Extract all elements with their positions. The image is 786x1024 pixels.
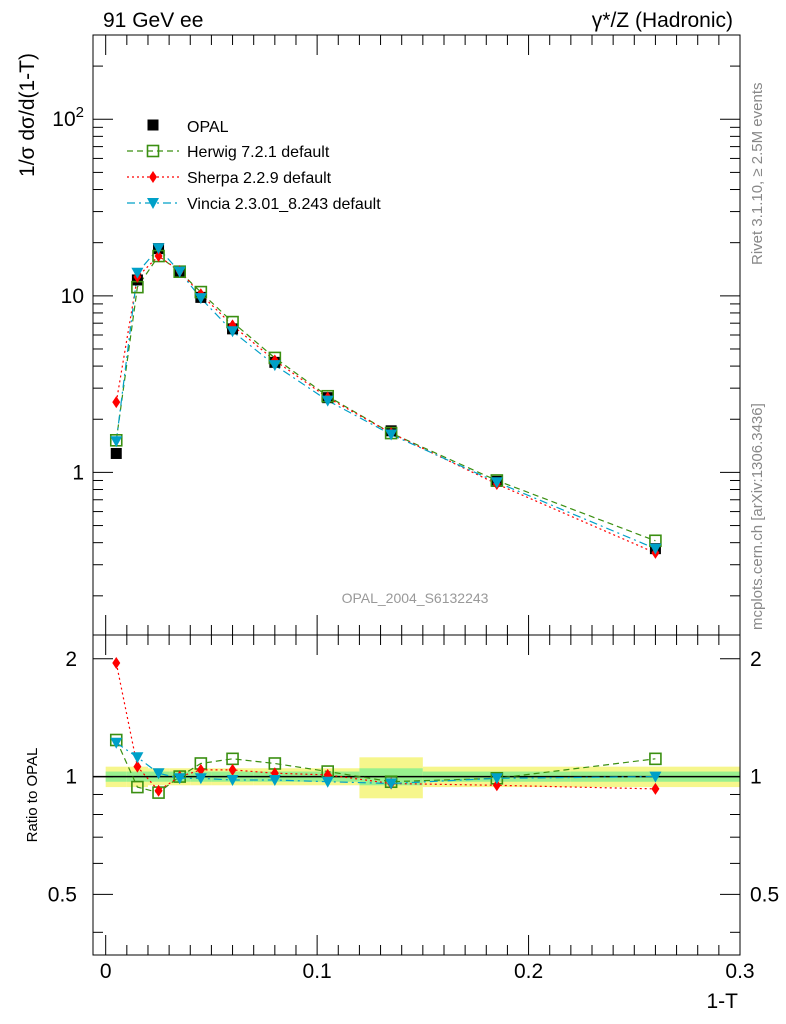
main-series-point <box>194 293 207 305</box>
ratio-y-tick-label: 2 <box>65 648 77 671</box>
main-series-point <box>268 360 281 372</box>
main-series-line <box>115 255 656 554</box>
ratio-series-point <box>152 768 165 780</box>
legend-opal-marker <box>147 119 159 131</box>
ratio-series-point <box>133 760 142 773</box>
legend-label: Sherpa 2.2.9 default <box>187 170 332 187</box>
opal-data-point <box>110 447 122 459</box>
main-series-point <box>649 543 662 555</box>
main-series-point <box>110 436 123 448</box>
x-tick-label: 0.3 <box>725 960 754 983</box>
ratio-series-layer <box>109 657 662 799</box>
ratio-series-point <box>194 773 207 785</box>
ratio-y-tick-label-right: 0.5 <box>750 883 779 906</box>
main-series-point <box>385 429 398 441</box>
ratio-series-point <box>131 780 144 794</box>
main-series-layer <box>109 243 662 559</box>
x-axis-title: 1-T <box>707 990 739 1013</box>
legend-label: Herwig 7.2.1 default <box>187 144 330 161</box>
main-y-axis-title: 1/σ dσ/d(1-T) <box>16 53 39 177</box>
ratio-series-point <box>321 776 334 788</box>
ratio-y-tick-label-right: 2 <box>750 648 762 671</box>
main-series-point <box>154 250 163 263</box>
main-series-point <box>152 243 165 255</box>
main-series-point <box>490 477 503 489</box>
legend-marker <box>147 198 159 209</box>
ratio-series-point <box>226 774 239 786</box>
rivet-label: Rivet 3.1.10, ≥ 2.5M events <box>749 83 766 266</box>
ratio-series-point <box>228 763 237 776</box>
legend-opal-label: OPAL <box>187 119 229 136</box>
main-series-point <box>173 266 186 278</box>
ratio-series-point <box>649 752 662 766</box>
ratio-series-point <box>154 784 163 797</box>
main-series-point <box>131 267 144 279</box>
ratio-series-line <box>115 739 656 794</box>
x-tick-label: 0.2 <box>514 960 543 983</box>
x-tick-label: 0.1 <box>303 960 332 983</box>
ratio-series-point <box>112 657 121 670</box>
ratio-series-point <box>110 737 123 749</box>
main-series-point <box>112 396 121 409</box>
header-left: 91 GeV ee <box>103 9 203 32</box>
main-series-point <box>321 395 334 407</box>
ratio-series-point <box>131 752 144 764</box>
ratio-series-point <box>173 773 186 785</box>
ratio-series-point <box>649 771 662 783</box>
ratio-y-axis-title: Ratio to OPAL <box>24 748 41 843</box>
analysis-watermark: OPAL_2004_S6132243 <box>342 590 489 606</box>
main-series-point <box>226 326 239 338</box>
ratio-series-point <box>268 774 281 786</box>
legend: OPAL Herwig 7.2.1 default Sherpa 2.2.9 def… <box>127 119 381 213</box>
ratio-y-tick-label: 1 <box>65 766 77 789</box>
ratio-series-point <box>196 763 205 776</box>
x-tick-label: 0 <box>100 960 112 983</box>
ratio-series-point <box>651 782 660 795</box>
legend-marker <box>146 144 160 158</box>
legend-label: Vincia 2.3.01_8.243 default <box>187 196 381 213</box>
main-y-tick-label: 102 <box>52 104 84 131</box>
ratio-series-point <box>385 778 398 790</box>
ratio-y-tick-label: 0.5 <box>48 883 77 906</box>
ratio-panel-frame <box>92 634 741 956</box>
main-y-tick-label: 10 <box>61 285 84 308</box>
legend-marker <box>149 171 157 183</box>
ratio-series-point <box>492 779 501 792</box>
header-right: γ*/Z (Hadronic) <box>592 9 733 32</box>
mcplots-label: mcplots.cern.ch [arXiv:1306.3436] <box>749 403 766 630</box>
main-y-tick-label: 1 <box>72 461 84 484</box>
axes-layer: 1 10 102 0.5 0.5 1 1 2 2 0 0.1 0.2 0.3 <box>48 34 779 983</box>
ratio-y-tick-label-right: 1 <box>750 766 762 789</box>
ratio-series-point <box>490 773 503 785</box>
